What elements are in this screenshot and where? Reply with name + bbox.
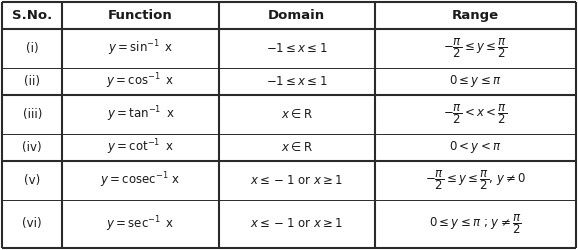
Bar	[375, 29, 576, 68]
Bar	[218, 95, 375, 134]
Text: $-\dfrac{\pi}{2} < x < \dfrac{\pi}{2}$: $-\dfrac{\pi}{2} < x < \dfrac{\pi}{2}$	[443, 102, 507, 126]
Text: (iii): (iii)	[23, 108, 42, 121]
Text: (i): (i)	[26, 42, 39, 55]
Bar	[375, 161, 576, 200]
Text: S.No.: S.No.	[12, 9, 53, 22]
Text: $y = \tan^{-1}$ x: $y = \tan^{-1}$ x	[106, 104, 175, 124]
Text: $y = \mathrm{cosec}^{-1}$ x: $y = \mathrm{cosec}^{-1}$ x	[101, 170, 180, 190]
Bar	[62, 200, 218, 248]
Bar	[62, 68, 218, 95]
Bar	[375, 68, 576, 95]
Bar	[218, 2, 375, 29]
Text: $0 \leq y \leq \pi$: $0 \leq y \leq \pi$	[449, 74, 502, 90]
Bar	[2, 29, 62, 68]
Text: $y = \cot^{-1}$ x: $y = \cot^{-1}$ x	[107, 138, 174, 157]
Bar	[62, 134, 218, 161]
Text: $-1 \leq x \leq 1$: $-1 \leq x \leq 1$	[266, 75, 327, 88]
Bar	[62, 95, 218, 134]
Bar	[218, 200, 375, 248]
Text: $-\dfrac{\pi}{2} \leq y \leq \dfrac{\pi}{2}$, $y \neq 0$: $-\dfrac{\pi}{2} \leq y \leq \dfrac{\pi}…	[425, 168, 526, 192]
Text: $y = \sec^{-1}$ x: $y = \sec^{-1}$ x	[106, 214, 175, 234]
Text: (v): (v)	[24, 174, 40, 187]
Text: $0 \leq y \leq \pi$ ; $y \neq \dfrac{\pi}{2}$: $0 \leq y \leq \pi$ ; $y \neq \dfrac{\pi…	[429, 212, 521, 236]
Text: (iv): (iv)	[23, 141, 42, 154]
Bar	[2, 2, 62, 29]
Bar	[62, 2, 218, 29]
Text: $x \in \mathrm{R}$: $x \in \mathrm{R}$	[281, 108, 313, 121]
Text: Domain: Domain	[268, 9, 325, 22]
Text: $x \leq -1$ or $x \geq 1$: $x \leq -1$ or $x \geq 1$	[250, 217, 343, 230]
Text: $0 < y < \pi$: $0 < y < \pi$	[449, 139, 502, 155]
Bar	[2, 68, 62, 95]
Text: $-\dfrac{\pi}{2} \leq y \leq \dfrac{\pi}{2}$: $-\dfrac{\pi}{2} \leq y \leq \dfrac{\pi}…	[443, 37, 507, 60]
Bar	[62, 161, 218, 200]
Bar	[218, 161, 375, 200]
Bar	[375, 95, 576, 134]
Bar	[375, 134, 576, 161]
Text: Range: Range	[452, 9, 499, 22]
Bar	[375, 2, 576, 29]
Bar	[218, 68, 375, 95]
Text: $x \in \mathrm{R}$: $x \in \mathrm{R}$	[281, 141, 313, 154]
Bar	[62, 29, 218, 68]
Text: $x \leq -1$ or $x \geq 1$: $x \leq -1$ or $x \geq 1$	[250, 174, 343, 187]
Text: $y = \cos^{-1}$ x: $y = \cos^{-1}$ x	[106, 72, 175, 91]
Bar	[2, 95, 62, 134]
Bar	[2, 161, 62, 200]
Text: (vi): (vi)	[23, 217, 42, 230]
Text: $y = \sin^{-1}$ x: $y = \sin^{-1}$ x	[108, 39, 173, 58]
Text: $-1 \leq x \leq 1$: $-1 \leq x \leq 1$	[266, 42, 327, 55]
Bar	[2, 134, 62, 161]
Bar	[375, 200, 576, 248]
Text: Function: Function	[108, 9, 173, 22]
Text: (ii): (ii)	[24, 75, 40, 88]
Bar	[2, 200, 62, 248]
Bar	[218, 134, 375, 161]
Bar	[218, 29, 375, 68]
